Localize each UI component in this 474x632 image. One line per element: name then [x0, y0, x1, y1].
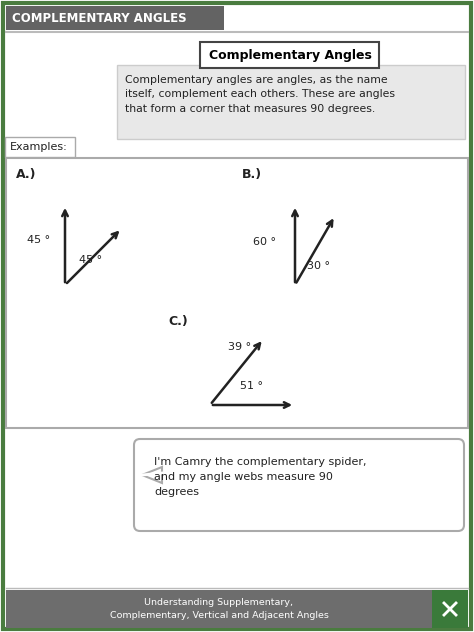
Text: Understanding Supplementary,
Complementary, Vertical and Adjacent Angles: Understanding Supplementary, Complementa…: [109, 598, 328, 620]
FancyBboxPatch shape: [432, 590, 468, 628]
FancyBboxPatch shape: [5, 137, 75, 157]
FancyBboxPatch shape: [201, 42, 380, 68]
FancyBboxPatch shape: [6, 590, 432, 628]
FancyBboxPatch shape: [117, 65, 465, 139]
FancyBboxPatch shape: [3, 3, 471, 629]
Text: 39 °: 39 °: [228, 342, 251, 352]
FancyBboxPatch shape: [6, 158, 468, 428]
Text: COMPLEMENTARY ANGLES: COMPLEMENTARY ANGLES: [12, 11, 187, 25]
FancyBboxPatch shape: [134, 439, 464, 531]
Text: 45 °: 45 °: [27, 235, 50, 245]
Text: C.): C.): [168, 315, 188, 328]
Text: Complementary Angles: Complementary Angles: [209, 49, 372, 61]
Text: 45 °: 45 °: [79, 255, 102, 265]
Text: 60 °: 60 °: [253, 237, 276, 247]
Text: A.): A.): [16, 168, 36, 181]
Text: B.): B.): [242, 168, 262, 181]
Text: 51 °: 51 °: [240, 381, 263, 391]
Polygon shape: [142, 467, 162, 483]
Text: I'm Camry the complementary spider,
and my angle webs measure 90
degrees: I'm Camry the complementary spider, and …: [154, 457, 366, 497]
Text: Examples:: Examples:: [10, 142, 68, 152]
Text: 30 °: 30 °: [307, 261, 330, 271]
Text: Complementary angles are angles, as the name
itself, complement each others. The: Complementary angles are angles, as the …: [125, 75, 395, 114]
FancyBboxPatch shape: [6, 6, 224, 30]
